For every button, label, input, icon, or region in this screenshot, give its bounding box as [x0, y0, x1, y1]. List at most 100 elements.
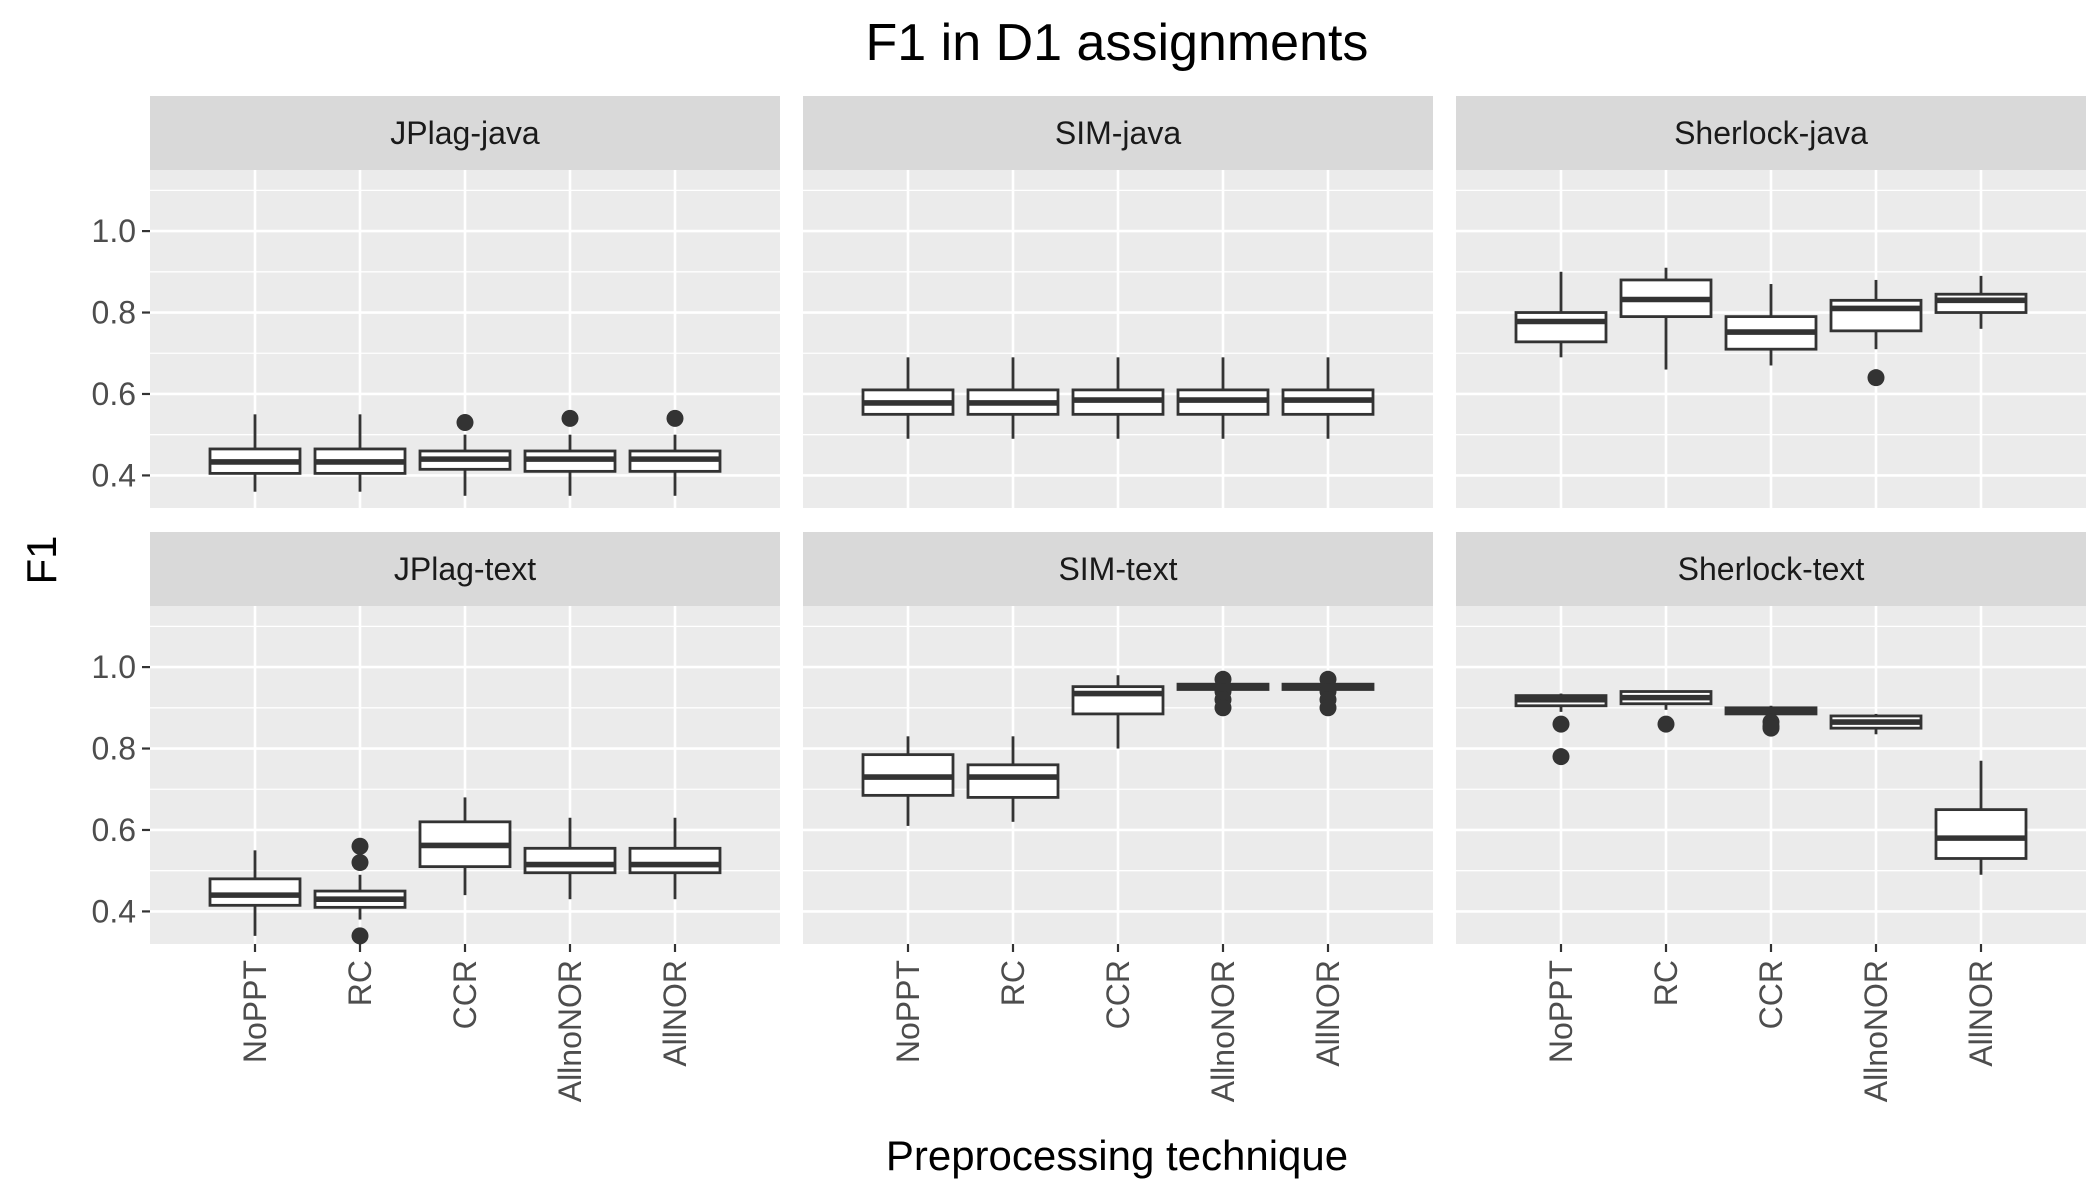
x-tick-label: NoPPT	[237, 960, 273, 1063]
facet-panel-sherlock-text: Sherlock-text NoPPT RC CCR AllnoNOR AllNOR	[1456, 532, 2086, 1102]
boxplot-rc	[313, 414, 407, 492]
box-iqr	[628, 846, 722, 875]
outlier-point	[1214, 670, 1232, 688]
facet-strip	[1456, 532, 2086, 606]
boxplot-allnor	[1934, 275, 2028, 329]
x-tick-label: CCR	[1753, 960, 1789, 1029]
box-iqr	[1514, 311, 1608, 344]
boxplot-allnonor	[523, 409, 617, 496]
outlier-point	[1657, 715, 1675, 733]
x-tick-label: RC	[995, 960, 1031, 1006]
boxplot-allnonor	[523, 817, 617, 900]
facet-strip-label: Sherlock-text	[1678, 551, 1865, 587]
outlier-point	[1552, 748, 1570, 766]
boxplot-allnonor	[1829, 713, 1923, 735]
x-axis-title: Preprocessing technique	[886, 1132, 1348, 1179]
x-tick-label: CCR	[447, 960, 483, 1029]
facet-panel-jplag-text: JPlag-text 0.4 0.6 0.8 1.0 NoPPT RC CCR AllnoNOR…	[92, 532, 780, 1102]
boxplot-ccr	[1071, 357, 1165, 439]
boxplot-rc	[966, 736, 1060, 822]
boxplot-noppt	[861, 736, 955, 826]
y-tick-label: 1.0	[92, 213, 136, 249]
boxplot-noppt	[1514, 271, 1608, 358]
x-tick-label: AllnoNOR	[1205, 960, 1241, 1102]
outlier-point	[1762, 719, 1780, 737]
outlier-point	[456, 413, 474, 431]
boxplot-noppt	[861, 357, 955, 439]
facet-strip	[1456, 96, 2086, 170]
boxplot-noppt	[208, 850, 302, 936]
x-tick-label: AllNOR	[657, 960, 693, 1067]
boxplot-allnor	[628, 817, 722, 900]
outlier-point	[351, 837, 369, 855]
box-iqr	[1934, 292, 2028, 314]
x-tick-label: RC	[342, 960, 378, 1006]
x-tick-label: RC	[1648, 960, 1684, 1006]
outlier-point	[351, 854, 369, 872]
boxplot-ccr	[1724, 705, 1818, 737]
y-tick-label: 0.6	[92, 812, 136, 848]
facet-strip	[803, 96, 1433, 170]
outlier-point	[1319, 699, 1337, 717]
outlier-point	[1552, 715, 1570, 733]
boxplot-allnonor	[1829, 279, 1923, 387]
x-tick-label: NoPPT	[1543, 960, 1579, 1063]
boxplot-rc	[966, 357, 1060, 439]
boxplot-allnor	[1934, 760, 2028, 875]
y-axis-title: F1	[18, 535, 65, 584]
box-iqr	[1071, 685, 1165, 716]
boxplot-rc	[1619, 690, 1713, 733]
x-tick-label: NoPPT	[890, 960, 926, 1063]
box-iqr	[1829, 298, 1923, 333]
chart-title: F1 in D1 assignments	[866, 14, 1369, 72]
boxplot-rc	[313, 837, 407, 945]
boxplot-ccr	[1071, 675, 1165, 749]
boxplot-noppt	[1514, 693, 1608, 766]
x-tick-label: AllnoNOR	[1858, 960, 1894, 1102]
boxplot-allnonor	[1176, 670, 1270, 717]
boxplot-allnor	[628, 409, 722, 496]
y-tick-label: 0.8	[92, 295, 136, 331]
facet-panel-jplag-java: JPlag-java 0.4 0.6 0.8 1.0	[92, 96, 780, 508]
outlier-point	[1867, 369, 1885, 387]
x-tick-label: AllnoNOR	[552, 960, 588, 1102]
outlier-point	[1214, 699, 1232, 717]
boxplot-rc	[1619, 267, 1713, 370]
boxplot-allnor	[1281, 357, 1375, 439]
outlier-point	[666, 409, 684, 427]
box-iqr	[966, 763, 1060, 799]
facet-panel-sherlock-java: Sherlock-java	[1456, 96, 2086, 508]
y-tick-label: 0.4	[92, 457, 136, 493]
y-tick-label: 0.8	[92, 731, 136, 767]
boxplot-allnor	[1281, 670, 1375, 717]
facet-strip	[803, 532, 1433, 606]
x-tick-label: AllNOR	[1310, 960, 1346, 1067]
facet-panel-sim-text: SIM-text NoPPT RC CCR AllnoNOR AllNOR	[803, 532, 1433, 1102]
y-tick-label: 1.0	[92, 649, 136, 685]
boxplot-ccr	[418, 413, 512, 496]
facet-strip-label: JPlag-text	[394, 551, 536, 587]
boxplot-ccr	[418, 797, 512, 896]
outlier-point	[1319, 670, 1337, 688]
box-iqr	[208, 877, 302, 907]
outlier-point	[561, 409, 579, 427]
y-tick-label: 0.4	[92, 893, 136, 929]
facet-strip-label: Sherlock-java	[1674, 115, 1868, 151]
x-tick-label: AllNOR	[1963, 960, 1999, 1067]
facet-strip-label: SIM-text	[1058, 551, 1177, 587]
outlier-point	[351, 927, 369, 945]
facet-strip-label: JPlag-java	[390, 115, 540, 151]
facet-strip	[150, 532, 780, 606]
box-iqr	[523, 846, 617, 875]
y-tick-label: 0.6	[92, 376, 136, 412]
facet-strip	[150, 96, 780, 170]
facet-strip-label: SIM-java	[1055, 115, 1181, 151]
boxplot-ccr	[1724, 284, 1818, 366]
facet-panel-sim-java: SIM-java	[803, 96, 1433, 508]
boxplot-noppt	[208, 414, 302, 492]
boxplot-allnonor	[1176, 357, 1270, 439]
x-tick-label: CCR	[1100, 960, 1136, 1029]
box-iqr	[1934, 808, 2028, 860]
facet-panels: JPlag-java 0.4 0.6 0.8 1.0 SIM-java Sherlock-j…	[92, 96, 2086, 1102]
